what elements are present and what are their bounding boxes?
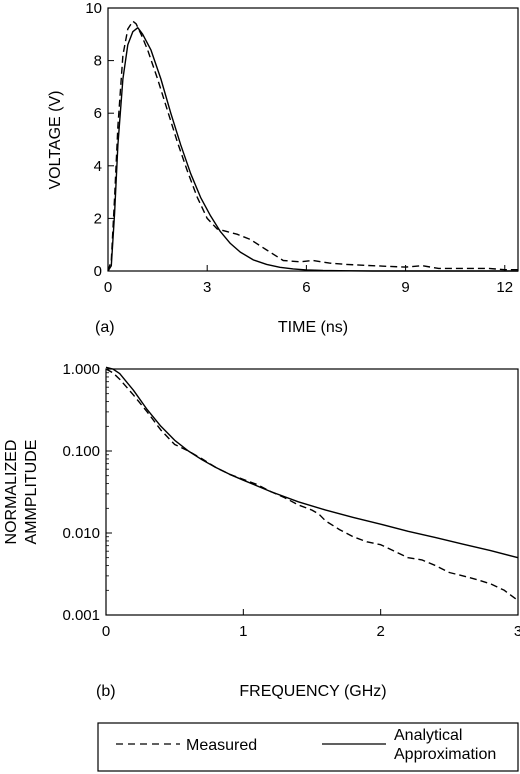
panel-a-series-measured <box>107 20 518 272</box>
legend-label-analytical-line1: Analytical <box>394 727 462 744</box>
panel-b-xtick-label: 0 <box>102 623 110 640</box>
panel-a-xlabel: TIME (ns) <box>278 319 348 336</box>
panel-a-ytick-label: 8 <box>94 53 102 70</box>
panel-b-ytick-label: 1.000 <box>62 361 100 378</box>
panel-b-ylabel-line2: AMMPLITUDE <box>23 440 40 545</box>
panel-a-frame <box>107 7 519 272</box>
panel-a-ytick-label: 6 <box>94 105 102 122</box>
legend: Measured Analytical Approximation <box>97 722 519 772</box>
panel-b-frame <box>105 368 519 616</box>
panel-a-label: (a) <box>95 319 115 336</box>
panel-a: 0 3 6 9 12 0 2 4 6 8 10 VOLTAGE (V) TIME (ns) (a) <box>47 0 519 336</box>
panel-b-xtick-label: 1 <box>239 623 247 640</box>
panel-b: 0 1 2 3 0.001 0.010 0.100 1.000 NORMALIZED AMMP… <box>3 361 520 700</box>
panel-a-xtick-label: 3 <box>203 279 211 296</box>
panel-a-ytick-label: 4 <box>94 158 102 175</box>
panel-a-xtick-label: 6 <box>302 279 310 296</box>
panel-a-ytick-label: 10 <box>85 0 102 17</box>
legend-frame <box>97 722 519 772</box>
panel-b-label: (b) <box>96 683 116 700</box>
panel-a-ylabel: VOLTAGE (V) <box>47 91 64 190</box>
panel-a-series-analytical <box>107 27 518 272</box>
legend-label-measured: Measured <box>186 737 257 754</box>
panel-b-series-measured <box>105 368 519 602</box>
panel-a-xtick-label: 9 <box>401 279 409 296</box>
panel-b-xtick-label: 2 <box>376 623 384 640</box>
panel-b-ytick-label: 0.001 <box>62 607 100 624</box>
panel-b-ytick-label: 0.100 <box>62 443 100 460</box>
legend-label-analytical-line2: Approximation <box>394 746 496 763</box>
panel-b-ylabel-line1: NORMALIZED <box>3 440 20 545</box>
panel-a-xtick-label: 0 <box>104 279 112 296</box>
panel-b-ytick-label: 0.010 <box>62 525 100 542</box>
panel-a-ytick-label: 2 <box>94 210 102 227</box>
panel-a-ytick-label: 0 <box>94 263 102 280</box>
panel-b-series-analytical <box>105 366 519 559</box>
panel-a-xtick-label: 12 <box>496 279 513 296</box>
panel-b-xlabel: FREQUENCY (GHz) <box>239 683 386 700</box>
panel-b-xtick-label: 3 <box>514 623 520 640</box>
